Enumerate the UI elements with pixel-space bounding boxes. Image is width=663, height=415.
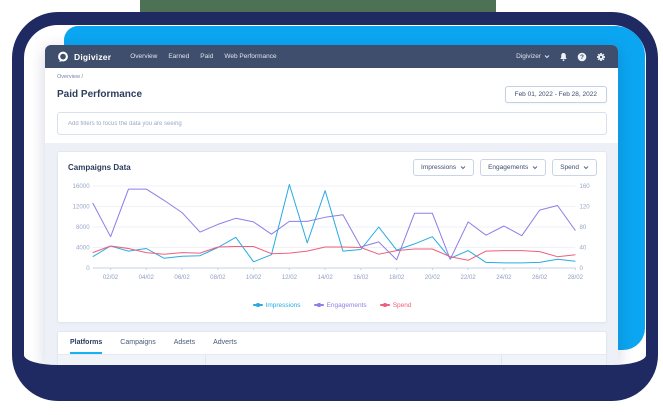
x-axis-tick-label: 04/02 — [139, 275, 155, 281]
left-axis-tick-label: 0 — [86, 266, 90, 272]
nav-item-paid[interactable]: Paid — [200, 53, 214, 60]
table-header-cell — [502, 355, 606, 365]
legend-label: Engagements — [326, 301, 367, 309]
campaigns-line-chart: 0 0 4000 40 8000 80 12000 120 16000 160 02/02 04/02… — [73, 184, 591, 281]
right-axis-tick-label: 0 — [580, 266, 584, 272]
x-axis-tick-label: 10/02 — [246, 275, 262, 281]
filter-bar[interactable] — [57, 112, 607, 135]
top-navbar: Digivizer Overview Earned Paid Web Perfo… — [45, 45, 618, 68]
x-axis-tick-label: 20/02 — [425, 275, 441, 281]
impressions-dropdown[interactable]: Impressions — [413, 159, 475, 176]
x-axis-tick-label: 14/02 — [317, 275, 333, 281]
engagements-dropdown[interactable]: Engagements — [480, 159, 547, 176]
account-label: Digivizer — [516, 53, 541, 60]
svg-text:?: ? — [580, 54, 584, 61]
x-axis-tick-label: 26/02 — [532, 275, 548, 281]
spend-dropdown-label: Spend — [560, 164, 579, 171]
help-icon[interactable]: ? — [577, 52, 587, 62]
date-range-button[interactable]: Feb 01, 2022 - Feb 28, 2022 — [504, 86, 607, 103]
page-title: Paid Performance — [57, 89, 143, 100]
tab-adsets[interactable]: Adsets — [173, 339, 196, 346]
content-area: Campaigns Data Impressions Engagements S… — [45, 143, 618, 365]
tab-adverts[interactable]: Adverts — [213, 339, 237, 346]
x-axis-tick-label: 06/02 — [174, 275, 190, 281]
chevron-down-icon — [532, 166, 538, 170]
chevron-down-icon — [544, 55, 550, 59]
x-axis-tick-label: 24/02 — [496, 275, 512, 281]
results-tabs-card: Platforms Campaigns Adsets Adverts — [57, 331, 607, 365]
breadcrumb[interactable]: Overview / — [57, 74, 83, 80]
left-axis-tick-label: 12000 — [73, 205, 91, 211]
legend-marker-icon — [252, 303, 263, 307]
account-menu[interactable]: Digivizer — [516, 53, 550, 60]
tab-campaigns[interactable]: Campaigns — [120, 339, 156, 346]
impressions-dropdown-label: Impressions — [421, 164, 457, 171]
legend-item-spend[interactable]: Spend — [379, 301, 412, 309]
engagements-dropdown-label: Engagements — [488, 164, 529, 171]
legend-item-engagements[interactable]: Engagements — [313, 301, 367, 309]
filter-input[interactable] — [66, 119, 598, 128]
left-axis-tick-label: 16000 — [73, 184, 91, 190]
chevron-down-icon — [583, 166, 589, 170]
x-axis-tick-label: 18/02 — [389, 275, 405, 281]
x-axis-tick-label: 02/02 — [103, 275, 119, 281]
spend-dropdown[interactable]: Spend — [552, 159, 597, 176]
table-header-cell — [58, 355, 206, 365]
legend-marker-icon — [379, 303, 390, 307]
legend-label: Impressions — [265, 301, 301, 309]
chart-legend: Impressions Engagements Spend — [58, 297, 606, 313]
x-axis-tick-label: 28/02 — [568, 275, 584, 281]
series-spend-line — [92, 245, 576, 261]
campaigns-data-title: Campaigns Data — [68, 163, 131, 172]
x-axis-tick-label: 12/02 — [282, 275, 298, 281]
tabs-row: Platforms Campaigns Adsets Adverts — [58, 332, 606, 355]
right-axis-tick-label: 80 — [580, 225, 587, 231]
table-header-cell — [206, 355, 502, 365]
x-axis-tick-label: 08/02 — [210, 275, 226, 281]
legend-marker-icon — [313, 303, 324, 307]
app-window: Digivizer Overview Earned Paid Web Perfo… — [45, 45, 618, 365]
primary-nav: Overview Earned Paid Web Performance — [130, 53, 276, 60]
chevron-down-icon — [460, 166, 466, 170]
left-axis-tick-label: 4000 — [76, 246, 90, 252]
tab-platforms[interactable]: Platforms — [70, 339, 103, 354]
nav-item-earned[interactable]: Earned — [168, 53, 190, 60]
left-axis-tick-label: 8000 — [76, 225, 90, 231]
background-accent-green — [140, 0, 496, 13]
x-axis-tick-label: 16/02 — [353, 275, 369, 281]
right-axis-tick-label: 160 — [580, 184, 591, 190]
settings-gear-icon[interactable] — [596, 52, 606, 62]
page-header: Overview / Paid Performance Feb 01, 2022… — [45, 68, 618, 143]
brand-name: Digivizer — [74, 51, 112, 62]
x-axis-tick-label: 22/02 — [460, 275, 476, 281]
nav-item-overview[interactable]: Overview — [130, 53, 158, 60]
legend-item-impressions[interactable]: Impressions — [252, 301, 301, 309]
metric-dropdowns: Impressions Engagements Spend — [413, 159, 597, 176]
campaigns-data-card: Campaigns Data Impressions Engagements S… — [57, 151, 607, 323]
nav-item-web-performance[interactable]: Web Performance — [224, 53, 277, 60]
table-header-sliver — [58, 355, 606, 365]
notifications-bell-icon[interactable] — [559, 52, 568, 62]
navbar-right-controls: Digivizer ? — [516, 52, 606, 62]
series-engagements-line — [92, 188, 576, 261]
right-axis-tick-label: 40 — [580, 246, 587, 252]
right-axis-tick-label: 120 — [580, 205, 591, 211]
legend-label: Spend — [392, 301, 412, 309]
series-impressions-line — [92, 184, 576, 264]
digivizer-logo-icon — [57, 51, 69, 63]
